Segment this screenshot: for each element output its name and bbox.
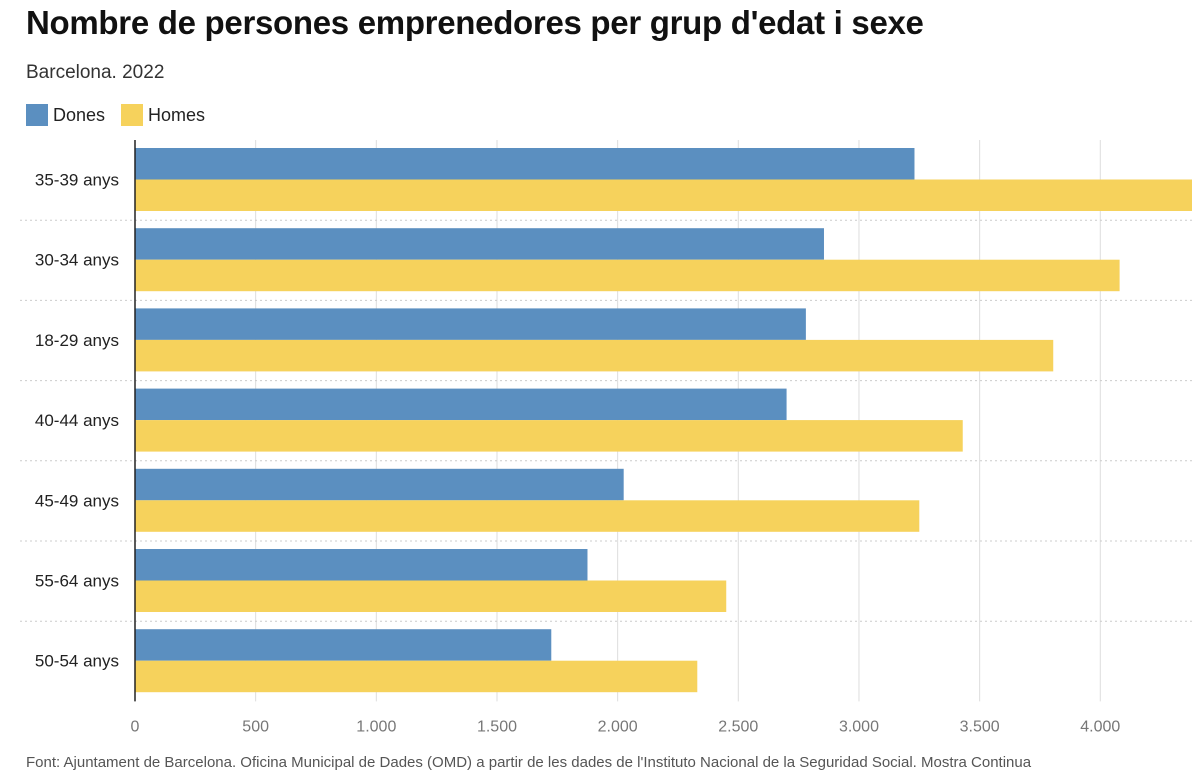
bar-homes-5 <box>135 580 727 612</box>
category-label-5: 55-64 anys <box>35 572 119 591</box>
category-label-1: 30-34 anys <box>35 251 119 270</box>
category-label-2: 18-29 anys <box>35 331 119 350</box>
legend-label-dones: Dones <box>53 104 106 125</box>
legend: Dones Homes <box>26 104 221 126</box>
category-label-4: 45-49 anys <box>35 491 119 510</box>
x-tick-label-1: 500 <box>242 718 269 735</box>
x-tick-label-4: 2.000 <box>598 718 638 735</box>
bar-dones-4 <box>135 468 624 501</box>
bar-dones-2 <box>135 308 806 340</box>
legend-swatch-dones <box>26 104 48 126</box>
category-label-0: 35-39 anys <box>35 171 119 190</box>
x-tick-label-5: 2.500 <box>718 718 758 735</box>
legend-swatch-homes <box>121 104 144 126</box>
x-tick-label-6: 3.000 <box>839 718 879 735</box>
legend-label-homes: Homes <box>148 104 206 125</box>
legend-item-homes: Homes <box>121 104 205 126</box>
x-tick-label-2: 1.000 <box>356 718 396 735</box>
category-label-3: 40-44 anys <box>35 411 119 430</box>
bar-chart: 35-39 anys 30-34 anys 18-29 anys 40-44 anys… <box>20 140 1192 735</box>
x-tick-label-8: 4.000 <box>1080 718 1120 735</box>
bar-dones-5 <box>135 549 588 581</box>
x-tick-label-7: 3.500 <box>960 718 1000 735</box>
source-footnote: Font: Ajuntament de Barcelona. Oficina M… <box>26 754 1032 771</box>
x-tick-label-0: 0 <box>131 718 140 735</box>
category-label-6: 50-54 anys <box>35 652 119 671</box>
bar-dones-0 <box>135 148 915 180</box>
bar-dones-3 <box>135 388 787 421</box>
x-tick-label-3: 1.500 <box>477 718 517 735</box>
chart-subtitle: Barcelona. 2022 <box>26 62 165 83</box>
bar-homes-2 <box>135 339 1054 372</box>
legend-item-dones: Dones <box>26 104 105 126</box>
bar-homes-3 <box>135 420 963 452</box>
bar-homes-1 <box>135 259 1120 292</box>
bar-homes-6 <box>135 660 698 693</box>
bar-homes-4 <box>135 500 920 532</box>
bar-dones-6 <box>135 629 552 661</box>
bar-homes-0 <box>135 179 1192 211</box>
chart-title: Nombre de persones emprenedores per grup… <box>26 4 924 41</box>
bar-dones-1 <box>135 228 824 260</box>
